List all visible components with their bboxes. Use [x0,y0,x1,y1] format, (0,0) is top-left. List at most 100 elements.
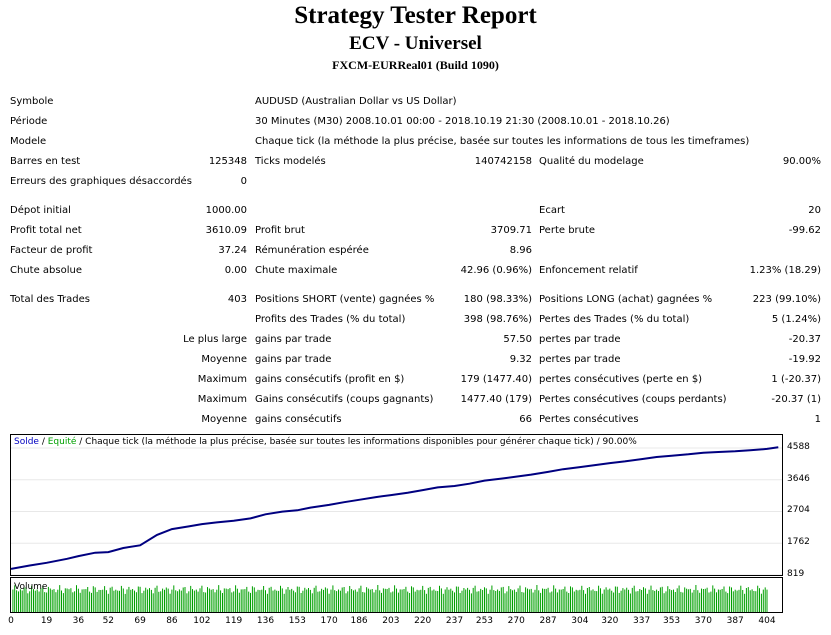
volume-bar [240,589,242,612]
volume-bar [40,588,42,612]
volume-bar [519,585,521,612]
volume-bar [104,586,106,612]
volume-bar [708,592,710,612]
x-tick-label: 0 [8,616,14,626]
volume-bar [242,589,244,612]
volume-bar [81,589,83,612]
volume-bar [229,588,231,612]
volume-bar [442,593,444,612]
volume-bar [160,591,162,612]
volume-bar [77,588,79,612]
volume-bar [682,592,684,612]
x-tick-label: 220 [414,616,432,626]
volume-bar [513,589,515,612]
perte-brute-label: Perte brute [539,225,596,236]
volume-bar [759,588,760,612]
volume-bar [18,591,19,612]
volume-bar [193,590,195,612]
volume-bar [394,585,396,612]
erreurs-label: Erreurs des graphiques désaccordés [10,176,192,187]
chart-legend: Solde / Equité / Chaque tick (la méthode… [14,437,637,447]
gains-plus-large-value: 57.50 [503,334,532,345]
volume-bar [289,589,291,612]
volume-bar [85,589,87,612]
x-tick-label: 203 [382,616,400,626]
volume-bar [25,587,27,612]
x-tick-label: 253 [475,616,494,626]
volume-bar [416,589,418,612]
volume-bar [319,591,321,612]
depot-value: 1000.00 [205,205,247,216]
volume-bar [527,588,528,612]
volume-bar [64,588,66,612]
volume-bar [444,589,446,612]
chute-max-label: Chute maximale [255,265,338,276]
volume-bar [639,589,641,612]
volume-bar [364,592,366,612]
volume-bar [139,586,141,612]
volume-bar [495,591,497,612]
x-tick-label: 170 [320,616,338,626]
volume-bar [405,586,407,612]
x-tick-label: 102 [193,616,211,626]
volume-bar [465,589,467,612]
volume-bar [235,585,237,612]
volume-bar [285,589,287,612]
volume-bar [62,593,64,612]
volume-bar [482,590,484,612]
volume-bar [618,592,620,612]
x-tick-label: 270 [507,616,525,626]
volume-bar [332,585,334,612]
volume-bar [435,590,437,612]
gains-consec-label: gains consécutifs [255,414,342,425]
y-tick-label: 1762 [787,537,810,548]
volume-bar [220,590,222,612]
volume-bar [452,590,454,612]
profits-trades-value: 398 (98.76%) [463,314,532,325]
volume-bar [461,590,463,612]
volume-bar [296,586,298,612]
volume-bar [156,585,158,612]
volume-bar [575,589,577,612]
volume-bar [476,591,478,612]
volume-bar [339,590,341,612]
volume-bar [399,589,401,612]
volume-bar [96,591,98,612]
volume-bar [674,592,676,612]
volume-bar [66,588,68,612]
volume-bar [373,592,375,612]
y-tick-label: 3646 [787,473,810,484]
volume-bar [154,587,156,612]
pertes-moyenne-value: -19.92 [788,354,821,365]
y-tick-label: 2704 [787,505,810,516]
volume-bar [586,588,588,612]
volume-bar [585,593,586,612]
volume-bar [478,591,480,612]
volume-bar [109,587,111,612]
legend-equite: Equité [47,437,77,447]
volume-bar [291,588,293,612]
volume-bar [598,585,600,612]
volume-bar [749,590,751,612]
volume-bar [551,591,553,612]
volume-bar [736,590,738,612]
volume-bar [564,586,566,612]
volume-bar [280,585,281,612]
volume-bar [650,585,652,612]
volume-bar [556,592,558,612]
x-tick-label: 52 [102,616,115,626]
volume-bar [484,587,485,612]
volume-bar [192,589,193,612]
volume-bar [734,589,736,612]
remuneration-value: 8.96 [509,245,532,256]
volume-bar [731,587,732,612]
volume-bar [493,590,495,612]
volume-bar [135,592,137,612]
volume-bar [324,587,326,612]
moyenne-label: Moyenne [201,354,247,365]
volume-bar [132,589,134,612]
volume-bar [671,590,673,612]
volume-bar [412,587,414,612]
volume-bar [624,589,626,612]
volume-bar [33,589,34,612]
